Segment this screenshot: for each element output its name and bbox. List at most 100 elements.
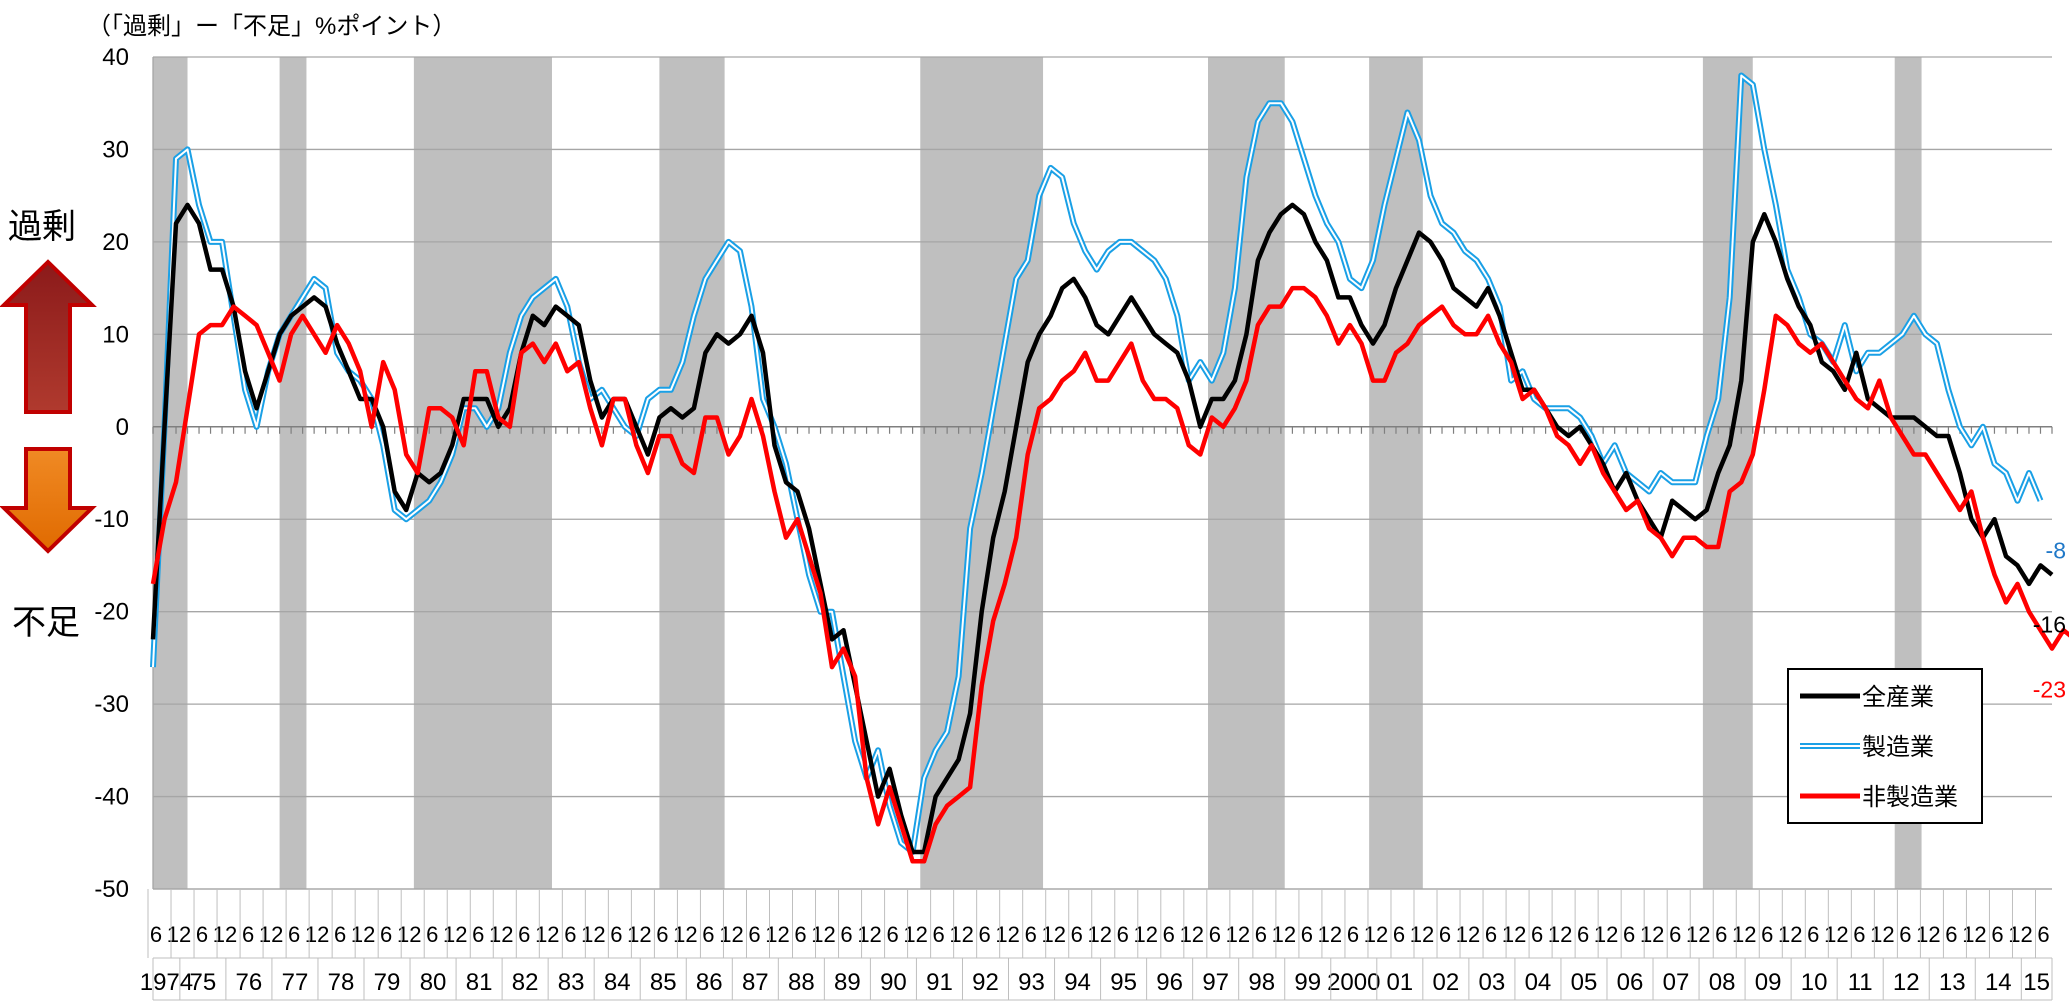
x-year-label: 02: [1433, 969, 1460, 996]
x-year-label: 12: [1893, 969, 1920, 996]
x-year-label: 10: [1801, 969, 1828, 996]
x-month-label: 12: [1134, 922, 1158, 947]
x-year-label: 94: [1064, 969, 1091, 996]
x-month-label: 6: [1025, 922, 1037, 947]
x-month-label: 6: [1531, 922, 1543, 947]
legend-label-all-industries: 全産業: [1862, 684, 1934, 711]
end-label-non-manufacturing: -23: [2033, 676, 2066, 702]
x-year-label: 92: [972, 969, 999, 996]
x-year-label: 84: [604, 969, 631, 996]
x-month-label: 12: [535, 922, 559, 947]
x-year-label: 82: [512, 969, 539, 996]
x-month-label: 12: [1778, 922, 1802, 947]
x-month-label: 6: [196, 922, 208, 947]
end-label-all-industries: -16: [2033, 612, 2066, 638]
y-axis-tick-labels: 40 30 20 10 0 -10 -20 -30 -40 -50: [94, 44, 129, 903]
x-month-label: 12: [1686, 922, 1710, 947]
x-month-label: 6: [518, 922, 530, 947]
x-year-label: 01: [1386, 969, 1413, 996]
y-tick-label: -10: [94, 506, 129, 533]
x-month-label: 6: [1163, 922, 1175, 947]
x-month-label: 6: [702, 922, 714, 947]
x-year-label: 77: [282, 969, 309, 996]
x-year-label: 04: [1525, 969, 1552, 996]
x-month-label: 6: [1117, 922, 1129, 947]
x-month-label: 6: [1393, 922, 1405, 947]
x-month-label: 6: [1347, 922, 1359, 947]
y-tick-label: -50: [94, 876, 129, 903]
x-year-label: 11: [1848, 969, 1873, 996]
x-month-label: 12: [1456, 922, 1480, 947]
x-month-label: 6: [1577, 922, 1589, 947]
y-tick-label: -40: [94, 784, 129, 811]
x-year-label: 90: [880, 969, 907, 996]
x-month-label: 12: [673, 922, 697, 947]
x-month-label: 12: [443, 922, 467, 947]
x-month-label: 6: [1669, 922, 1681, 947]
x-month-label: 6: [1071, 922, 1083, 947]
x-month-label: 12: [1732, 922, 1756, 947]
x-month-label: 12: [1364, 922, 1388, 947]
x-month-label: 12: [903, 922, 927, 947]
x-month-label: 12: [1088, 922, 1112, 947]
x-year-label: 97: [1202, 969, 1229, 996]
x-month-label: 6: [1899, 922, 1911, 947]
x-month-label: 12: [1640, 922, 1664, 947]
x-month-label: 6: [380, 922, 392, 947]
x-year-label: 06: [1617, 969, 1644, 996]
x-month-label: 6: [1209, 922, 1221, 947]
x-year-label: 83: [558, 969, 585, 996]
x-year-label: 1974: [140, 969, 193, 996]
x-year-label: 99: [1294, 969, 1321, 996]
x-month-label: 6: [1255, 922, 1267, 947]
x-month-label: 12: [213, 922, 237, 947]
y-tick-label: -30: [94, 691, 129, 718]
x-month-label: 12: [259, 922, 283, 947]
x-month-label: 12: [857, 922, 881, 947]
x-year-label: 08: [1709, 969, 1736, 996]
x-month-label: 12: [1272, 922, 1296, 947]
x-month-label: 12: [1824, 922, 1848, 947]
x-month-label: 12: [1318, 922, 1342, 947]
x-month-label: 6: [242, 922, 254, 947]
x-month-label: 12: [1962, 922, 1986, 947]
x-month-label: 6: [610, 922, 622, 947]
x-year-label: 15: [2023, 969, 2050, 996]
x-month-label: 6: [1945, 922, 1957, 947]
x-month-label: 6: [2037, 922, 2049, 947]
up-arrow-icon: [0, 259, 97, 414]
x-year-label: 88: [788, 969, 815, 996]
x-year-label: 79: [374, 969, 401, 996]
x-year-label: 13: [1939, 969, 1966, 996]
x-month-label: 6: [1991, 922, 2003, 947]
surplus-label: 過剰: [8, 208, 76, 246]
x-month-label: 12: [719, 922, 743, 947]
x-month-label: 12: [1041, 922, 1065, 947]
down-arrow-icon: [0, 447, 97, 554]
x-month-label: 6: [794, 922, 806, 947]
legend-label-non-manufacturing: 非製造業: [1862, 784, 1958, 811]
series-end-labels: -16 -8 -23: [2033, 538, 2066, 703]
x-year-label: 03: [1479, 969, 1506, 996]
unit-label: （「過剰」ー「不足」%ポイント）: [87, 13, 456, 40]
y-tick-label: 30: [102, 136, 129, 163]
x-month-label: 6: [932, 922, 944, 947]
x-month-label: 6: [840, 922, 852, 947]
y-tick-label: 40: [102, 44, 129, 71]
x-month-label: 6: [564, 922, 576, 947]
x-year-label: 86: [696, 969, 723, 996]
x-month-label: 12: [949, 922, 973, 947]
x-year-label: 87: [742, 969, 769, 996]
x-month-label: 12: [1180, 922, 1204, 947]
recession-band: [153, 57, 188, 889]
y-tick-label: 0: [116, 414, 129, 441]
x-month-label: 12: [1916, 922, 1940, 947]
x-month-label: 6: [334, 922, 346, 947]
x-month-label: 6: [1439, 922, 1451, 947]
x-year-label: 07: [1663, 969, 1690, 996]
x-month-label: 6: [150, 922, 162, 947]
x-month-label: 6: [748, 922, 760, 947]
x-month-label: 6: [656, 922, 668, 947]
x-year-label: 05: [1571, 969, 1598, 996]
